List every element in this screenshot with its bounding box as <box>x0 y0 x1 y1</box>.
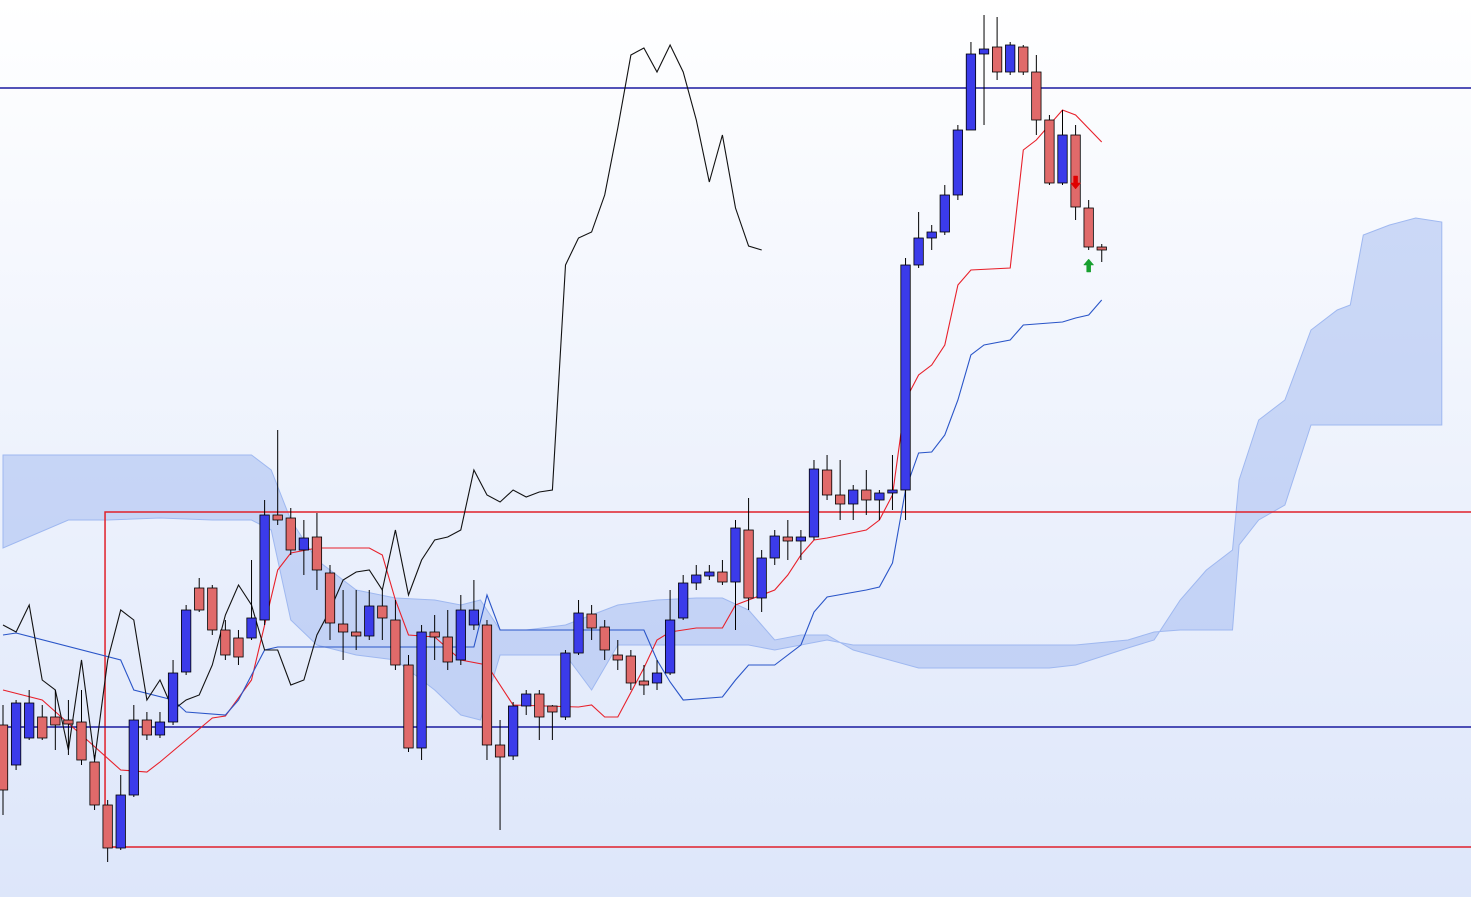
candle-body <box>220 629 231 656</box>
candle-body <box>1005 44 1016 73</box>
candle-body <box>926 231 937 239</box>
candle-body <box>651 672 663 684</box>
candle-body <box>115 794 126 849</box>
candle-body <box>1083 207 1094 248</box>
candle-body <box>128 719 139 796</box>
indicator-line <box>2 299 1103 716</box>
candle-body <box>1057 134 1068 184</box>
candle-body <box>364 605 375 637</box>
candle-body <box>586 613 597 629</box>
candle-body <box>455 609 466 661</box>
candle-body <box>625 655 636 684</box>
candle-body <box>102 804 113 849</box>
candle-body <box>795 536 807 542</box>
candle-body <box>324 572 336 624</box>
candle-body <box>874 492 885 501</box>
candle-body <box>429 631 440 638</box>
candle-body <box>573 612 584 654</box>
candle-body <box>337 623 349 633</box>
candle-body <box>1031 71 1042 121</box>
candle-body <box>900 264 911 491</box>
candle-body <box>233 637 244 658</box>
candle-body <box>298 537 309 551</box>
candle-body <box>560 652 571 718</box>
candle-body <box>89 761 100 806</box>
candle-body <box>390 619 401 666</box>
candle-body <box>743 529 754 599</box>
candle-body <box>821 469 833 496</box>
candle-body <box>547 705 558 713</box>
candle-body <box>246 617 257 639</box>
candle-body <box>508 705 519 757</box>
candle-body <box>848 489 859 505</box>
candle-body <box>468 609 480 626</box>
candle-body <box>691 574 702 584</box>
candle-body <box>377 605 388 619</box>
candle-body <box>76 721 87 761</box>
candle-body <box>534 693 545 718</box>
candle-body <box>678 582 689 619</box>
candle-body <box>10 702 22 766</box>
candle-body <box>194 587 205 611</box>
candle-body <box>351 631 362 637</box>
candle-body <box>63 719 74 725</box>
candle-body <box>887 489 898 494</box>
candle-body <box>612 654 623 661</box>
candle-body <box>24 702 35 739</box>
candle-body <box>416 631 427 749</box>
candle-body <box>965 53 977 131</box>
candle-body <box>730 527 741 583</box>
candle-body <box>403 664 414 749</box>
candle-body <box>0 724 9 791</box>
candle-body <box>311 536 323 571</box>
candle-body <box>1070 134 1081 208</box>
candle-body <box>442 636 453 663</box>
candle-body <box>861 489 872 501</box>
candle-body <box>1044 119 1055 184</box>
candle-body <box>181 609 192 673</box>
candle-body <box>638 680 650 686</box>
candle-body <box>50 716 61 726</box>
candle-body <box>599 626 610 651</box>
candle-body <box>207 587 218 631</box>
candle-body <box>37 716 48 739</box>
candle-body <box>285 517 296 551</box>
candle-body <box>167 672 179 723</box>
candle-body <box>835 494 846 505</box>
candle-body <box>769 535 780 559</box>
candle-body <box>756 557 767 599</box>
signal-arrow <box>1070 175 1082 190</box>
candle-body <box>521 693 532 707</box>
candle-body <box>664 619 676 674</box>
signal-arrow <box>1083 258 1095 273</box>
candle-body <box>782 536 793 542</box>
candle-body <box>939 194 950 233</box>
candle-body <box>481 624 493 746</box>
candle-body <box>717 571 728 583</box>
candle-body <box>1096 246 1107 251</box>
candle-body <box>494 744 506 758</box>
candle-body <box>259 514 270 621</box>
candle-body <box>704 571 715 577</box>
candle-body <box>272 514 283 521</box>
candle-body <box>141 719 152 736</box>
candle-body <box>978 48 990 55</box>
candle-body <box>1018 46 1029 73</box>
candle-body <box>154 721 166 736</box>
candle-body <box>952 129 963 196</box>
candle-body <box>913 237 924 266</box>
candle-body <box>808 468 820 538</box>
candle-body <box>991 46 1003 73</box>
ichimoku-cloud <box>2 217 1443 721</box>
